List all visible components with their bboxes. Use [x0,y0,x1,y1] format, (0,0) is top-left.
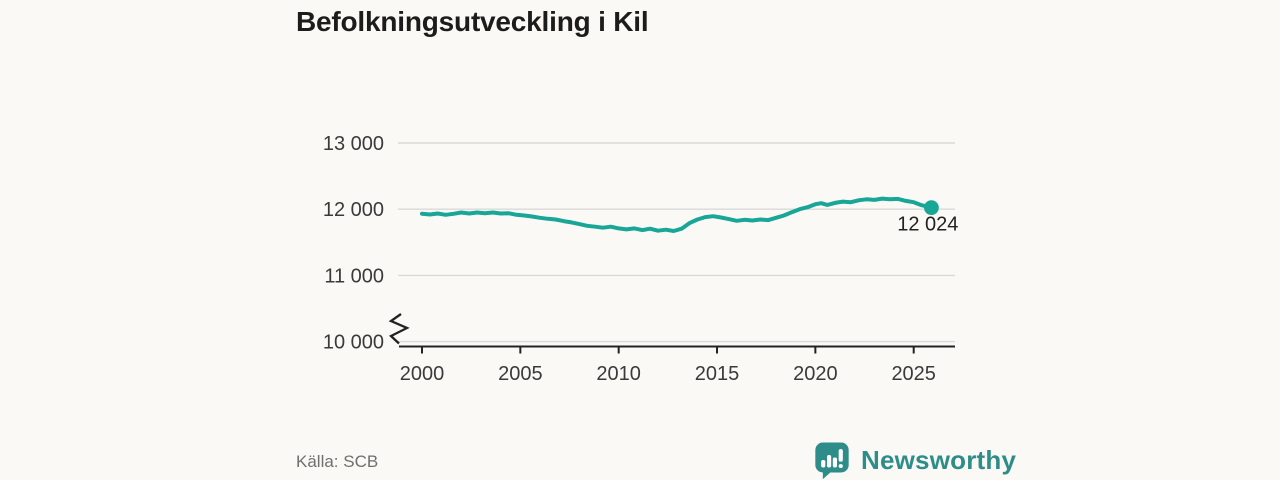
x-tick-label: 2015 [695,363,740,385]
y-tick-label: 10 000 [323,332,384,354]
population-line [420,196,934,233]
y-tick-label: 13 000 [323,133,384,155]
x-tick-label: 2025 [891,363,936,385]
brand-wordmark: Newsworthy [861,444,1017,475]
population-line-chart: 13 000 12 000 11 000 10 000 2000 2005 2010 2015… [280,110,980,400]
chart-canvas: 13 000 12 000 11 000 10 000 2000 2005 2010 2015… [323,133,959,385]
bar-chart-bubble-icon [815,442,849,480]
chart-title: Befolkningsutveckling i Kil [296,6,649,37]
source-label: Källa: SCB [296,452,379,471]
x-tick-label: 2000 [400,363,445,385]
speech-bubble-shape [815,442,849,480]
y-tick-label: 12 000 [323,199,384,221]
end-point-marker [923,200,939,216]
y-axis-break-icon [388,313,410,345]
end-value-label: 12 024 [897,214,958,236]
mini-bar-chart-glyph [821,449,843,468]
y-tick-label: 11 000 [324,265,384,287]
newsworthy-logo: Newsworthy [812,440,1016,480]
x-tick-label: 2010 [596,363,641,385]
x-tick-label: 2005 [498,363,543,385]
x-tick-label: 2020 [793,363,838,385]
